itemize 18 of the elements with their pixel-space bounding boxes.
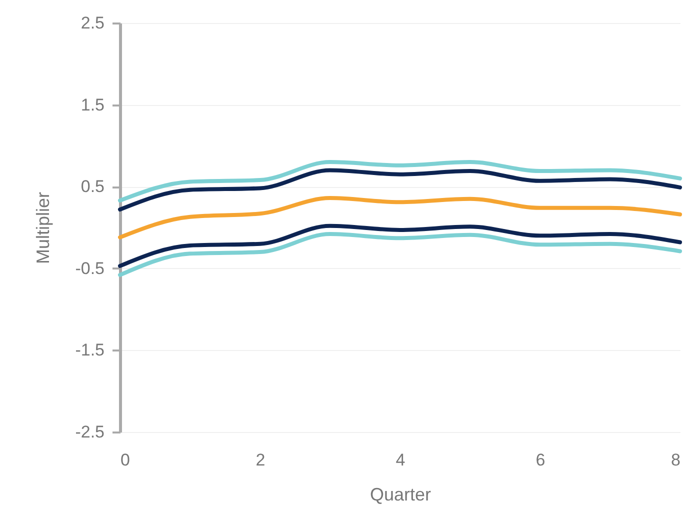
y-tick-label: -2.5 — [75, 422, 104, 442]
line-series — [118, 196, 682, 240]
line-series — [118, 232, 682, 277]
x-tick-label: 2 — [256, 450, 266, 470]
x-tick-label: 4 — [396, 450, 406, 470]
x-tick-label: 6 — [536, 450, 546, 470]
y-tick-label: 0.5 — [80, 177, 104, 196]
line-series — [118, 224, 682, 268]
y-tick-label: 2.5 — [80, 14, 104, 32]
x-tick-label: 8 — [671, 450, 680, 470]
y-axis-title: Multiplier — [33, 192, 54, 264]
x-axis-title: Quarter — [370, 484, 432, 504]
y-tick-label: -0.5 — [75, 258, 104, 278]
line-series — [118, 168, 682, 212]
y-tick-label: 1.5 — [80, 95, 104, 114]
line-series — [118, 160, 682, 203]
y-tick-label: -1.5 — [75, 340, 104, 360]
x-tick-label: 0 — [120, 450, 130, 470]
